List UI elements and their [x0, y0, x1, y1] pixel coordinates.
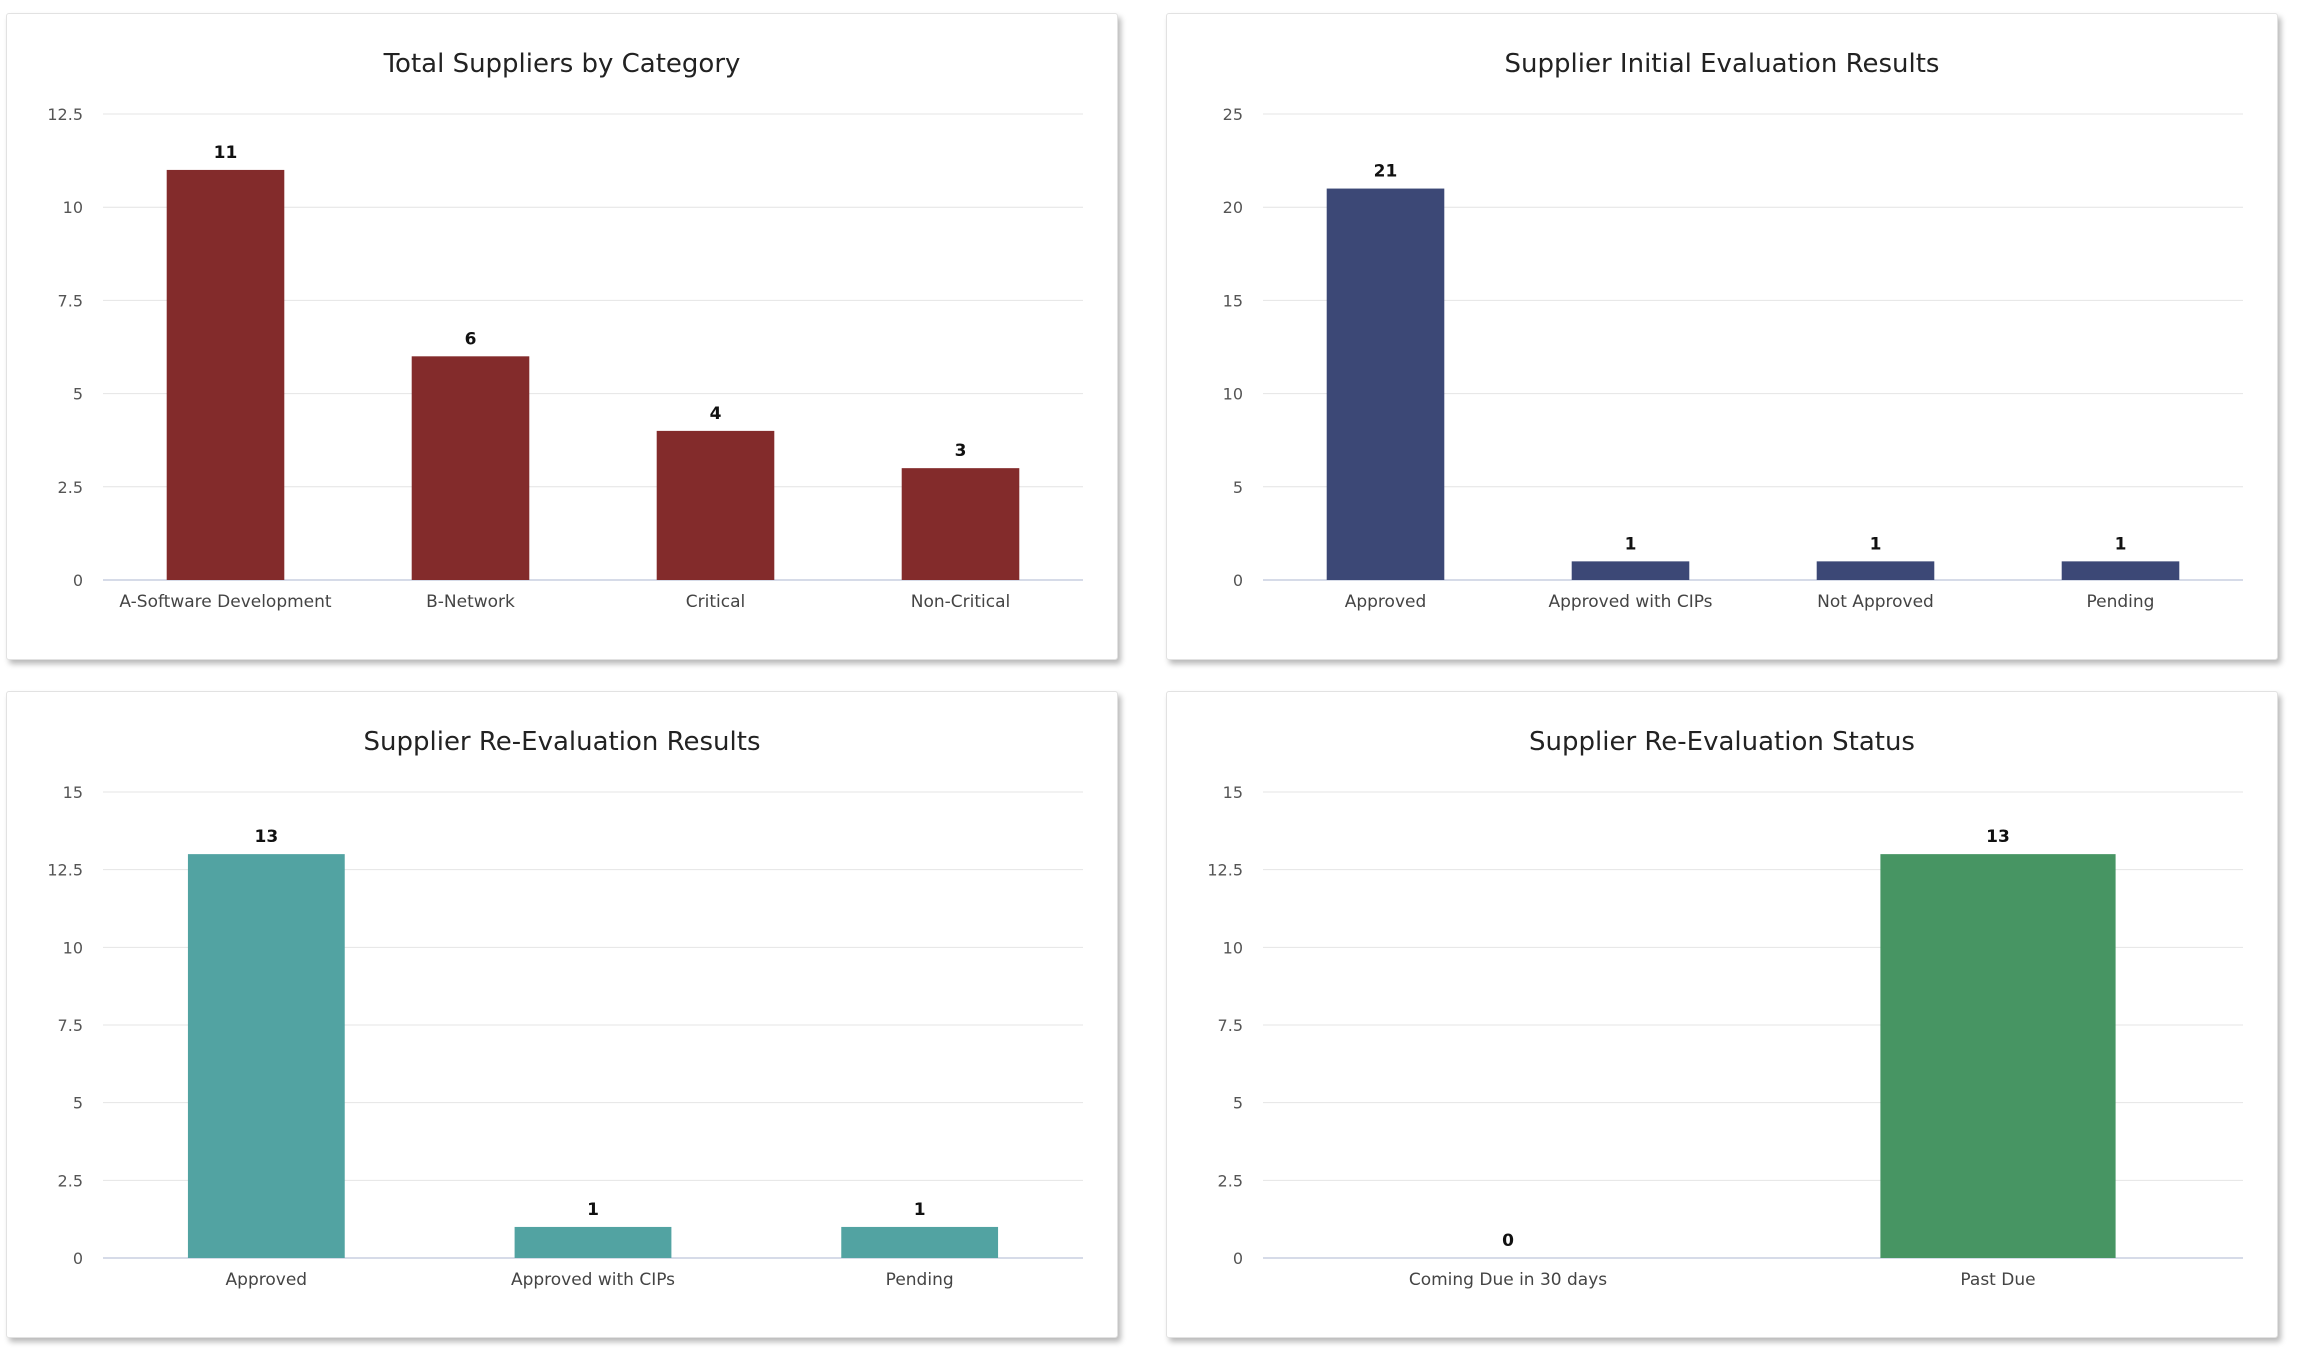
x-category-label: B-Network [426, 592, 515, 612]
y-tick-label: 5 [73, 385, 83, 404]
y-tick-label: 0 [1233, 571, 1243, 590]
chart-card-initial-evaluation-results: Supplier Initial Evaluation Results 0 5 10… [1166, 13, 2278, 660]
x-category-label: Pending [886, 1270, 954, 1290]
bar[interactable] [656, 430, 775, 580]
x-category-label: A-Software Development [119, 592, 332, 612]
x-category-label: Past Due [1960, 1270, 2035, 1290]
chart-title: Supplier Re-Evaluation Status [1529, 727, 1915, 757]
y-tick-label: 5 [73, 1094, 83, 1113]
bar[interactable] [166, 169, 285, 581]
x-category-label: Not Approved [1817, 592, 1934, 612]
y-tick-label: 10 [63, 198, 83, 217]
data-label: 3 [955, 441, 967, 461]
chart-title: Supplier Initial Evaluation Results [1505, 49, 1940, 79]
y-tick-label: 5 [1233, 478, 1243, 497]
data-label: 1 [914, 1200, 926, 1220]
y-tick-label: 25 [1223, 105, 1243, 124]
bar-chart-re-evaluation-results: Supplier Re-Evaluation Results 0 2.5 5 7.5 1… [47, 727, 1083, 1290]
bar[interactable] [411, 356, 530, 580]
data-label: 1 [1870, 534, 1882, 554]
bar[interactable] [187, 854, 345, 1258]
data-label: 0 [1502, 1231, 1514, 1251]
chart-card-re-evaluation-status: Supplier Re-Evaluation Status 0 2.5 5 7.5 10… [1166, 691, 2278, 1338]
x-category-label: Critical [686, 592, 745, 612]
data-label: 11 [214, 143, 238, 163]
x-category-label: Approved [1345, 592, 1427, 612]
y-tick-label: 7.5 [58, 291, 83, 310]
y-tick-label: 12.5 [47, 105, 83, 124]
bar[interactable] [901, 468, 1020, 580]
bar[interactable] [514, 1226, 672, 1258]
y-tick-label: 2.5 [1218, 1171, 1243, 1190]
y-tick-label: 12.5 [47, 861, 83, 880]
x-category-label: Approved with CIPs [1548, 592, 1712, 612]
data-label: 21 [1374, 162, 1398, 182]
y-tick-label: 15 [63, 783, 83, 802]
chart-card-re-evaluation-results: Supplier Re-Evaluation Results 0 2.5 5 7.5 1… [6, 691, 1118, 1338]
y-tick-label: 10 [1223, 385, 1243, 404]
data-label: 13 [254, 827, 278, 847]
data-label: 13 [1986, 827, 2010, 847]
data-label: 1 [587, 1200, 599, 1220]
bar[interactable] [1571, 561, 1690, 580]
y-tick-label: 5 [1233, 1094, 1243, 1113]
y-tick-label: 10 [63, 938, 83, 957]
y-tick-label: 12.5 [1207, 861, 1243, 880]
y-tick-label: 2.5 [58, 478, 83, 497]
y-tick-label: 15 [1223, 291, 1243, 310]
data-label: 1 [2115, 534, 2127, 554]
y-tick-label: 10 [1223, 938, 1243, 957]
x-category-label: Coming Due in 30 days [1409, 1270, 1607, 1290]
y-tick-label: 0 [1233, 1249, 1243, 1268]
x-category-label: Approved with CIPs [511, 1270, 675, 1290]
bar[interactable] [1326, 188, 1445, 580]
bar-chart-suppliers-by-category: Total Suppliers by Category 0 2.5 5 7.5 10 12… [47, 49, 1083, 612]
data-label: 1 [1625, 534, 1637, 554]
x-category-label: Pending [2087, 592, 2155, 612]
data-label: 4 [710, 404, 722, 424]
chart-title: Supplier Re-Evaluation Results [364, 727, 761, 757]
chart-title: Total Suppliers by Category [383, 49, 741, 79]
x-category-label: Approved [226, 1270, 308, 1290]
y-tick-label: 7.5 [1218, 1016, 1243, 1035]
y-tick-label: 0 [73, 571, 83, 590]
bar[interactable] [1816, 561, 1935, 580]
y-tick-label: 15 [1223, 783, 1243, 802]
y-tick-label: 2.5 [58, 1171, 83, 1190]
bar-chart-re-evaluation-status: Supplier Re-Evaluation Status 0 2.5 5 7.5 10… [1207, 727, 2243, 1290]
chart-card-suppliers-by-category: Total Suppliers by Category 0 2.5 5 7.5 10 12… [6, 13, 1118, 660]
bar[interactable] [2061, 561, 2180, 580]
bar[interactable] [841, 1226, 999, 1258]
y-tick-label: 7.5 [58, 1016, 83, 1035]
data-label: 6 [465, 329, 477, 349]
bar-chart-initial-evaluation-results: Supplier Initial Evaluation Results 0 5 10… [1223, 49, 2243, 612]
y-tick-label: 20 [1223, 198, 1243, 217]
bar[interactable] [1880, 854, 2116, 1258]
y-tick-label: 0 [73, 1249, 83, 1268]
x-category-label: Non-Critical [911, 592, 1011, 612]
